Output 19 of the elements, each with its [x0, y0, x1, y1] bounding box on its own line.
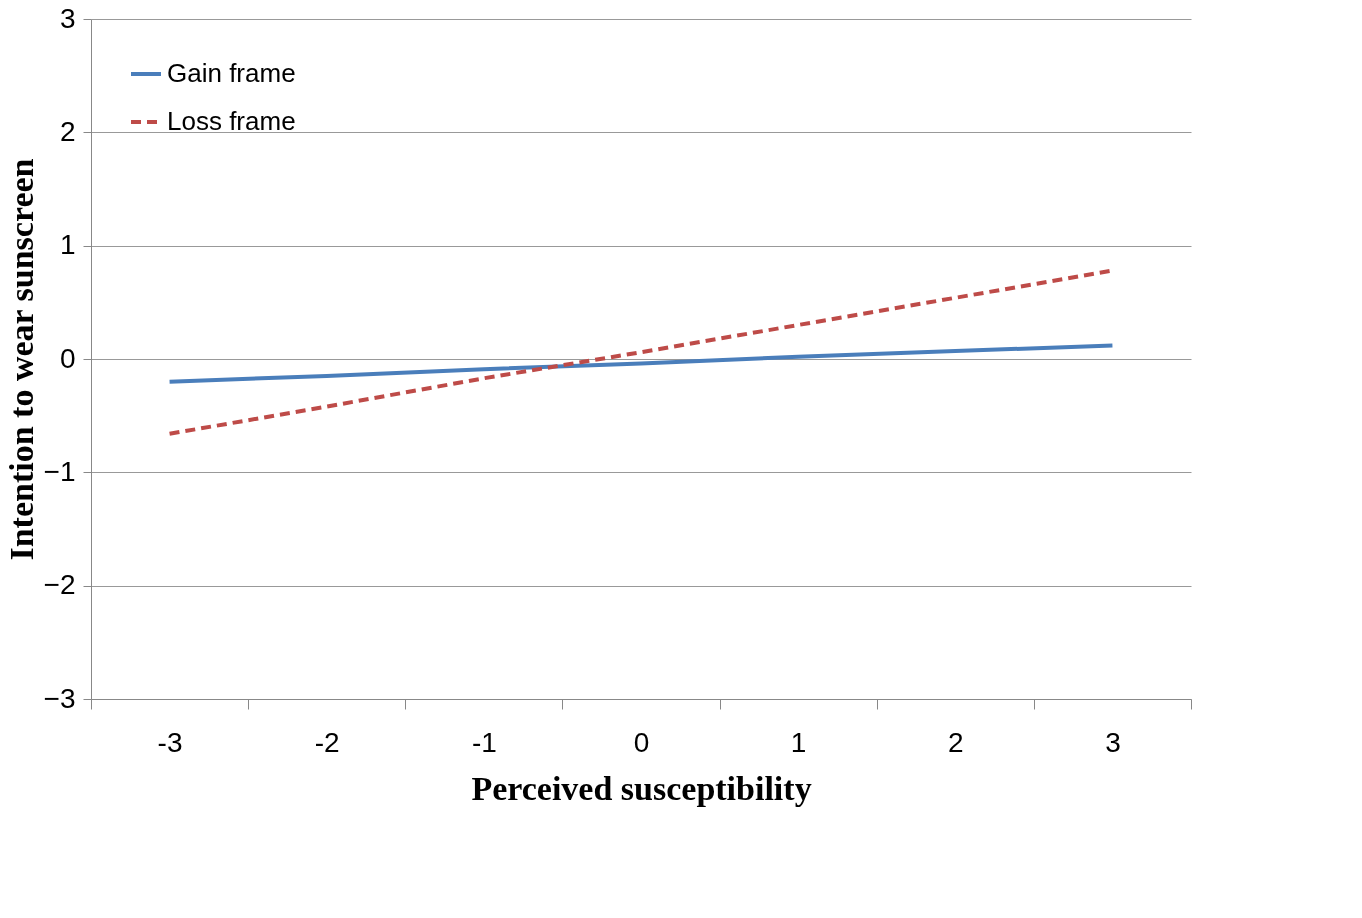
legend-label: Loss frame [167, 106, 296, 136]
y-tick-label: 1 [59, 229, 76, 261]
x-tick-label: 3 [1105, 726, 1121, 758]
y-tick-label: −2 [43, 569, 76, 601]
y-tick-label: 2 [59, 115, 76, 147]
y-axis-title: Intention to wear sunscreen [2, 158, 40, 561]
y-tick-label: −1 [43, 455, 76, 487]
legend-label: Gain frame [167, 58, 296, 88]
y-tick-label: 0 [59, 342, 76, 374]
x-axis-title: Perceived susceptibility [471, 769, 812, 807]
x-tick-label: -3 [157, 726, 183, 758]
x-tick-label: 0 [633, 726, 650, 758]
y-tick-label: −3 [43, 682, 76, 714]
line-series [167, 343, 1115, 384]
x-tick-label: 2 [948, 726, 964, 758]
x-tick-label: -2 [314, 726, 340, 758]
x-tick-label: -1 [471, 726, 497, 758]
y-tick-label: 3 [59, 2, 76, 34]
x-tick-label: 1 [790, 726, 807, 758]
